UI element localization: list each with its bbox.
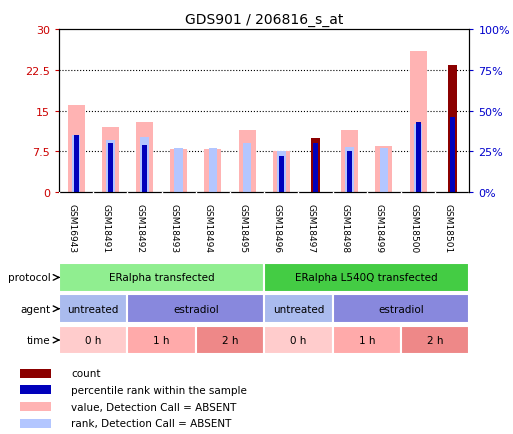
Bar xyxy=(416,123,421,193)
Text: GSM18492: GSM18492 xyxy=(135,203,145,252)
Text: 0 h: 0 h xyxy=(290,335,307,345)
Bar xyxy=(127,326,196,355)
Text: estradiol: estradiol xyxy=(378,304,424,314)
Text: GSM18500: GSM18500 xyxy=(409,203,418,252)
Bar xyxy=(264,263,469,292)
Bar xyxy=(72,136,81,193)
Bar xyxy=(243,144,251,193)
Bar xyxy=(68,106,85,193)
Text: rank, Detection Call = ABSENT: rank, Detection Call = ABSENT xyxy=(71,418,231,428)
Bar xyxy=(279,157,284,193)
Text: GSM18499: GSM18499 xyxy=(375,203,384,252)
Bar xyxy=(127,295,264,323)
Text: 1 h: 1 h xyxy=(359,335,375,345)
Text: percentile rank within the sample: percentile rank within the sample xyxy=(71,385,247,395)
Bar xyxy=(59,263,264,292)
Text: count: count xyxy=(71,368,101,378)
Text: agent: agent xyxy=(21,304,51,314)
Text: untreated: untreated xyxy=(273,304,324,314)
Bar xyxy=(170,149,187,193)
Text: estradiol: estradiol xyxy=(173,304,219,314)
Bar xyxy=(450,118,455,193)
Bar xyxy=(401,326,469,355)
Bar xyxy=(273,152,290,193)
Text: GSM18497: GSM18497 xyxy=(306,203,315,252)
Bar xyxy=(140,138,149,193)
Bar xyxy=(409,52,427,193)
Bar xyxy=(21,402,51,411)
Text: GSM18498: GSM18498 xyxy=(341,203,350,252)
Bar xyxy=(264,326,332,355)
Text: GSM18494: GSM18494 xyxy=(204,203,213,252)
Bar xyxy=(73,136,78,193)
Text: untreated: untreated xyxy=(68,304,119,314)
Text: GSM16943: GSM16943 xyxy=(67,203,76,252)
Bar xyxy=(142,146,147,193)
Bar xyxy=(345,147,354,193)
Bar xyxy=(174,149,183,193)
Title: GDS901 / 206816_s_at: GDS901 / 206816_s_at xyxy=(185,13,343,26)
Bar xyxy=(313,144,318,193)
Bar xyxy=(204,149,222,193)
Text: GSM18501: GSM18501 xyxy=(443,203,452,252)
Bar xyxy=(277,152,286,193)
Bar xyxy=(59,326,127,355)
Text: ERalpha L540Q transfected: ERalpha L540Q transfected xyxy=(295,273,438,283)
Bar xyxy=(414,125,422,193)
Bar xyxy=(311,138,320,193)
Text: GSM18491: GSM18491 xyxy=(101,203,110,252)
Bar xyxy=(102,128,119,193)
Text: 1 h: 1 h xyxy=(153,335,170,345)
Text: value, Detection Call = ABSENT: value, Detection Call = ABSENT xyxy=(71,402,236,411)
Text: protocol: protocol xyxy=(8,273,51,283)
Bar xyxy=(332,295,469,323)
Bar xyxy=(380,149,388,193)
Text: GSM18495: GSM18495 xyxy=(238,203,247,252)
Bar xyxy=(108,144,113,193)
Text: 2 h: 2 h xyxy=(222,335,238,345)
Text: GSM18493: GSM18493 xyxy=(170,203,179,252)
Bar xyxy=(136,122,153,193)
Bar xyxy=(21,385,51,395)
Bar xyxy=(341,131,358,193)
Bar xyxy=(209,149,217,193)
Bar xyxy=(448,66,457,193)
Bar xyxy=(264,295,332,323)
Text: 2 h: 2 h xyxy=(427,335,443,345)
Bar xyxy=(21,369,51,378)
Bar xyxy=(21,419,51,428)
Text: time: time xyxy=(27,335,51,345)
Text: 0 h: 0 h xyxy=(85,335,102,345)
Bar xyxy=(239,131,255,193)
Bar xyxy=(59,295,127,323)
Text: ERalpha transfected: ERalpha transfected xyxy=(109,273,214,283)
Bar xyxy=(347,152,352,193)
Text: GSM18496: GSM18496 xyxy=(272,203,281,252)
Bar xyxy=(332,326,401,355)
Bar xyxy=(196,326,264,355)
Bar xyxy=(376,147,392,193)
Bar xyxy=(106,141,114,193)
